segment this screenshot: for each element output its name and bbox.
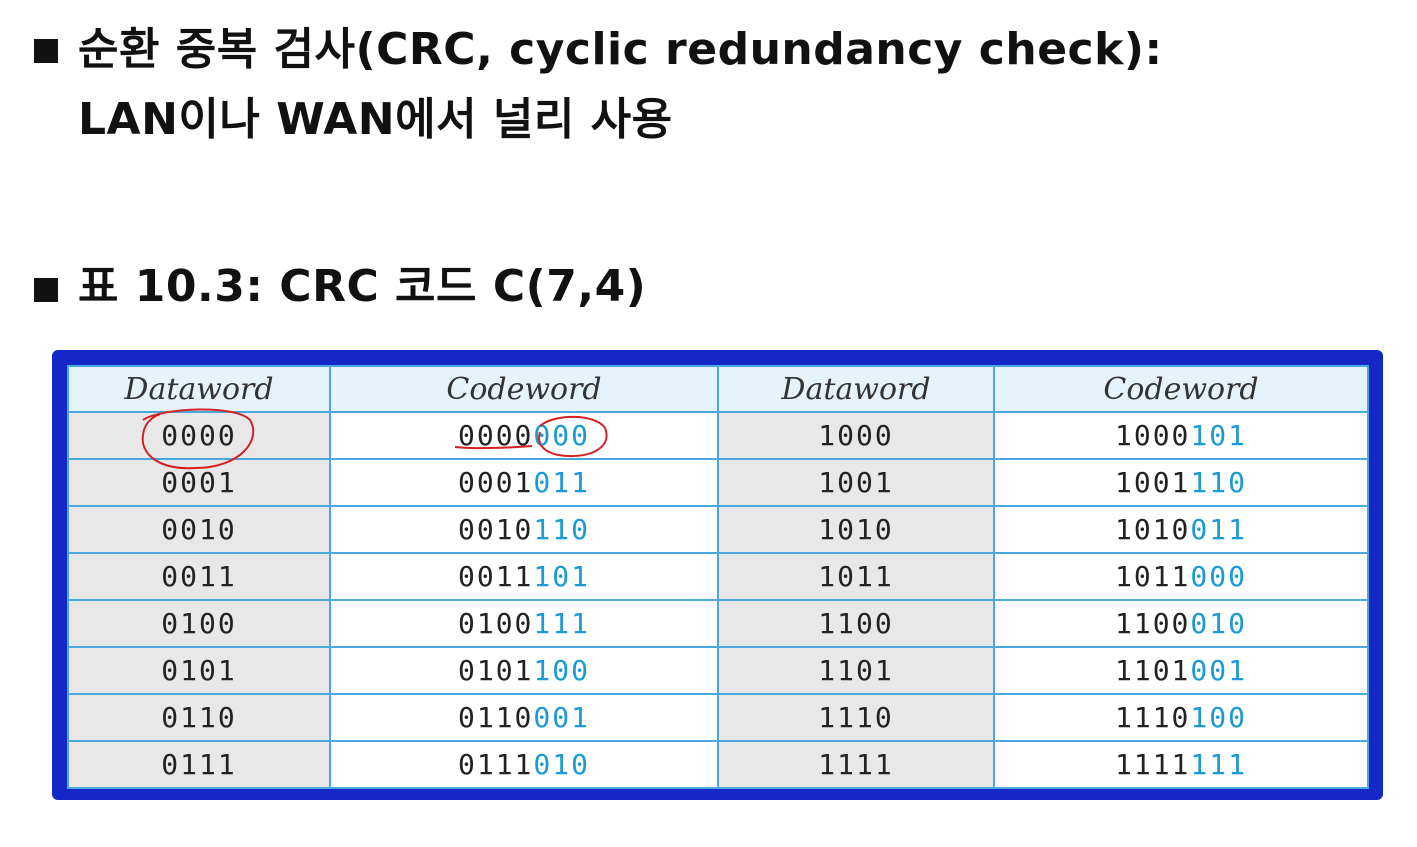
codeword-cell: 0111010 xyxy=(329,740,719,789)
codeword-parity-bits: 100 xyxy=(533,654,590,687)
codeword-cell: 0100111 xyxy=(329,599,719,648)
codeword-data-bits: 0010 xyxy=(457,513,534,546)
codeword-parity-bits: 000 xyxy=(533,419,590,452)
dataword-cell: 0101 xyxy=(67,646,331,695)
codeword-parity-bits: 100 xyxy=(1190,701,1247,734)
bullet-line-2: LAN이나 WAN에서 널리 사용 xyxy=(78,94,673,145)
bullet-text: 순환 중복 검사(CRC, cyclic redundancy check): … xyxy=(78,15,1163,155)
codeword-data-bits: 0000 xyxy=(457,419,534,452)
table-row: 0110 0110001 1110 1110100 xyxy=(67,693,1369,742)
codeword-data-bits: 0101 xyxy=(457,654,534,687)
bullet-square-icon xyxy=(34,278,58,302)
dataword-cell: 1000 xyxy=(717,411,995,460)
codeword-data-bits: 1011 xyxy=(1114,560,1191,593)
dataword-cell: 0000 xyxy=(67,411,331,460)
codeword-data-bits: 0001 xyxy=(457,466,534,499)
codeword-data-bits: 1001 xyxy=(1114,466,1191,499)
codeword-cell: 0011101 xyxy=(329,552,719,601)
dataword-cell: 0100 xyxy=(67,599,331,648)
table-row: 0100 0100111 1100 1100010 xyxy=(67,599,1369,648)
table-caption: 표 10.3: CRC 코드 C(7,4) xyxy=(78,261,647,312)
bullet-table-caption: 표 10.3: CRC 코드 C(7,4) xyxy=(34,252,646,322)
codeword-parity-bits: 101 xyxy=(1190,419,1247,452)
header-codeword: Codeword xyxy=(329,365,719,413)
codeword-data-bits: 0100 xyxy=(457,607,534,640)
dataword-cell: 0011 xyxy=(67,552,331,601)
codeword-data-bits: 1000 xyxy=(1114,419,1191,452)
codeword-cell: 1101001 xyxy=(993,646,1369,695)
codeword-parity-bits: 111 xyxy=(533,607,590,640)
codeword-cell: 1011000 xyxy=(993,552,1369,601)
codeword-cell: 0000000 xyxy=(329,411,719,460)
header-codeword: Codeword xyxy=(993,365,1369,413)
codeword-data-bits: 0111 xyxy=(457,748,534,781)
codeword-cell: 0001011 xyxy=(329,458,719,507)
dataword-cell: 1110 xyxy=(717,693,995,742)
crc-table-frame: Dataword Codeword Dataword Codeword 0000… xyxy=(52,350,1383,800)
codeword-parity-bits: 010 xyxy=(1190,607,1247,640)
codeword-data-bits: 1010 xyxy=(1114,513,1191,546)
table-row: 0000 0000000 1000 1000101 xyxy=(67,411,1369,460)
dataword-cell: 1010 xyxy=(717,505,995,554)
dataword-cell: 1111 xyxy=(717,740,995,789)
codeword-parity-bits: 000 xyxy=(1190,560,1247,593)
dataword-cell: 0001 xyxy=(67,458,331,507)
codeword-cell: 0010110 xyxy=(329,505,719,554)
dataword-cell: 0110 xyxy=(67,693,331,742)
codeword-cell: 1010011 xyxy=(993,505,1369,554)
codeword-parity-bits: 110 xyxy=(533,513,590,546)
codeword-data-bits: 0011 xyxy=(457,560,534,593)
codeword-cell: 1000101 xyxy=(993,411,1369,460)
dataword-cell: 0010 xyxy=(67,505,331,554)
codeword-data-bits: 1111 xyxy=(1114,748,1191,781)
dataword-cell: 1101 xyxy=(717,646,995,695)
codeword-cell: 0101100 xyxy=(329,646,719,695)
codeword-cell: 0110001 xyxy=(329,693,719,742)
bullet-square-icon xyxy=(34,39,58,63)
codeword-parity-bits: 011 xyxy=(1190,513,1247,546)
codeword-parity-bits: 010 xyxy=(533,748,590,781)
table-row: 0111 0111010 1111 1111111 xyxy=(67,740,1369,789)
dataword-cell: 1011 xyxy=(717,552,995,601)
codeword-cell: 1111111 xyxy=(993,740,1369,789)
dataword-cell: 0111 xyxy=(67,740,331,789)
table-header-row: Dataword Codeword Dataword Codeword xyxy=(67,365,1369,413)
bullet-line-1: 순환 중복 검사(CRC, cyclic redundancy check): xyxy=(78,24,1163,75)
codeword-parity-bits: 101 xyxy=(533,560,590,593)
codeword-data-bits: 1100 xyxy=(1114,607,1191,640)
crc-table: Dataword Codeword Dataword Codeword 0000… xyxy=(67,365,1369,789)
table-row: 0011 0011101 1011 1011000 xyxy=(67,552,1369,601)
codeword-data-bits: 0110 xyxy=(457,701,534,734)
dataword-cell: 1100 xyxy=(717,599,995,648)
codeword-data-bits: 1110 xyxy=(1114,701,1191,734)
codeword-parity-bits: 001 xyxy=(533,701,590,734)
header-dataword: Dataword xyxy=(717,365,995,413)
header-dataword: Dataword xyxy=(67,365,331,413)
codeword-parity-bits: 111 xyxy=(1190,748,1247,781)
table-row: 0010 0010110 1010 1010011 xyxy=(67,505,1369,554)
codeword-cell: 1001110 xyxy=(993,458,1369,507)
table-body: 0000 0000000 1000 1000101 0001 0001011 1001 100… xyxy=(67,411,1369,789)
codeword-cell: 1110100 xyxy=(993,693,1369,742)
codeword-parity-bits: 011 xyxy=(533,466,590,499)
table-row: 0001 0001011 1001 1001110 xyxy=(67,458,1369,507)
codeword-data-bits: 1101 xyxy=(1114,654,1191,687)
table-row: 0101 0101100 1101 1101001 xyxy=(67,646,1369,695)
codeword-parity-bits: 110 xyxy=(1190,466,1247,499)
codeword-parity-bits: 001 xyxy=(1190,654,1247,687)
dataword-cell: 1001 xyxy=(717,458,995,507)
codeword-cell: 1100010 xyxy=(993,599,1369,648)
bullet-crc-intro: 순환 중복 검사(CRC, cyclic redundancy check): … xyxy=(34,15,1163,155)
